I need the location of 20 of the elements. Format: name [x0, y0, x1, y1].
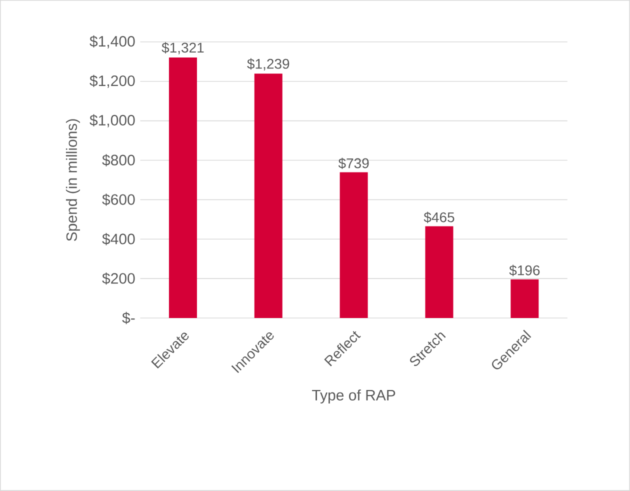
x-axis-title: Type of RAP — [312, 390, 396, 404]
y-tick-label: $1,000 — [90, 114, 135, 128]
y-axis-title: Spend (in millions) — [66, 119, 80, 241]
data-label: $465 — [424, 212, 454, 224]
y-tick-label: $- — [122, 312, 135, 324]
data-label: $739 — [338, 158, 369, 170]
data-label: $1,239 — [247, 58, 290, 70]
bar — [168, 58, 197, 318]
y-tick-label: $600 — [102, 194, 135, 206]
data-label: $1,321 — [162, 42, 204, 54]
y-tick-label: $1,400 — [90, 35, 135, 48]
bar — [425, 226, 454, 318]
y-tick-label: $400 — [102, 233, 135, 246]
y-tick-label: $800 — [102, 154, 135, 166]
bar — [340, 172, 368, 318]
bar — [254, 74, 282, 318]
y-tick-label: $200 — [102, 272, 135, 285]
bar — [510, 279, 539, 318]
y-tick-label: $1,200 — [90, 74, 135, 88]
data-label: $196 — [509, 264, 540, 276]
